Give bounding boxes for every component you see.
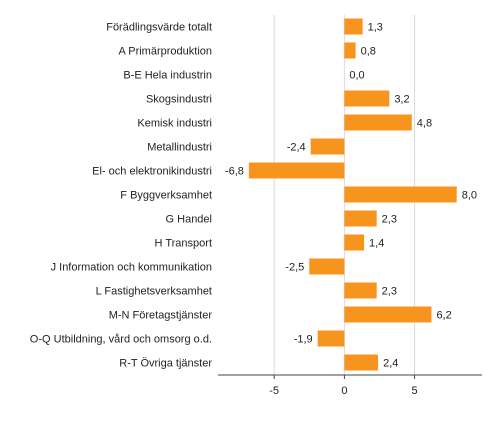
- value-label: 3,2: [394, 94, 409, 106]
- x-tick-label: 5: [412, 385, 418, 397]
- x-tick-label: -5: [269, 385, 279, 397]
- category-label: Förädlingsvärde totalt: [106, 22, 212, 34]
- value-label: 6,2: [436, 310, 451, 322]
- bar: [317, 330, 345, 347]
- category-label: M-N Företagstjänster: [109, 310, 213, 322]
- bar: [344, 42, 356, 59]
- category-label: L Fastighetsverksamhet: [96, 286, 212, 298]
- category-label: R-T Övriga tjänster: [119, 358, 212, 370]
- value-label: -2,4: [287, 142, 306, 154]
- bar: [344, 282, 377, 299]
- bar: [344, 306, 432, 323]
- category-label: El- och elektronikindustri: [92, 166, 212, 178]
- value-label: -2,5: [285, 262, 304, 274]
- value-label: 8,0: [462, 190, 477, 202]
- category-label: Metallindustri: [147, 142, 212, 154]
- value-label: -1,9: [294, 334, 313, 346]
- value-label: 2,4: [383, 358, 398, 370]
- value-label: -6,8: [225, 166, 244, 178]
- value-label: 2,3: [382, 214, 397, 226]
- bar: [310, 138, 345, 155]
- category-label: A Primärproduktion: [118, 46, 212, 58]
- bar: [344, 234, 365, 251]
- value-label: 4,8: [417, 118, 432, 130]
- value-label: 1,3: [368, 22, 383, 34]
- value-label: 1,4: [369, 238, 384, 250]
- category-label: Kemisk industri: [137, 118, 212, 130]
- value-label: 0,0: [349, 70, 364, 82]
- category-label: O-Q Utbildning, vård och omsorg o.d.: [30, 334, 212, 346]
- category-label: G Handel: [166, 214, 212, 226]
- bar: [248, 162, 345, 179]
- bar: [309, 258, 345, 275]
- category-label: Skogsindustri: [146, 94, 212, 106]
- bar: [344, 114, 412, 131]
- bar: [344, 210, 377, 227]
- bar: [344, 186, 457, 203]
- category-label: J Information och kommunikation: [51, 262, 212, 274]
- category-label: B-E Hela industrin: [123, 70, 212, 82]
- bar: [344, 354, 379, 371]
- category-label: H Transport: [155, 238, 212, 250]
- category-label: F Byggverksamhet: [120, 190, 212, 202]
- value-label: 0,8: [361, 46, 376, 58]
- bar: [344, 18, 363, 35]
- x-tick-label: 0: [341, 385, 347, 397]
- value-label: 2,3: [382, 286, 397, 298]
- bar: [344, 90, 390, 107]
